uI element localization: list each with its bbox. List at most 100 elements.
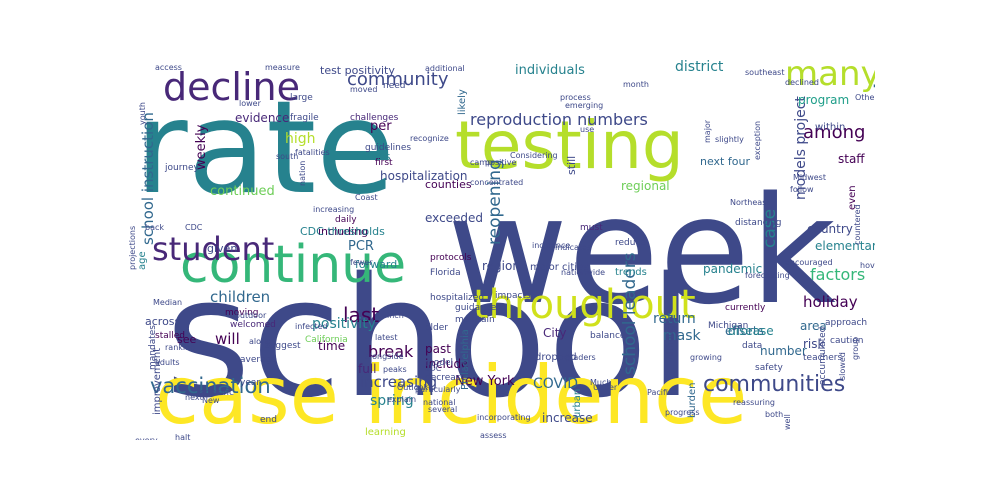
- cloud-word: month: [623, 80, 649, 89]
- cloud-word: teachers: [803, 353, 842, 363]
- cloud-word: area: [800, 319, 827, 333]
- cloud-word: must: [580, 223, 603, 233]
- cloud-word: hovering: [860, 261, 875, 270]
- cloud-word: likely: [457, 89, 468, 115]
- cloud-word: national: [423, 398, 455, 407]
- cloud-word: forecasting: [745, 271, 790, 280]
- cloud-word: Others: [855, 93, 875, 102]
- cloud-word: Much: [590, 378, 611, 387]
- cloud-word: region: [482, 259, 520, 273]
- cloud-word: ranking: [165, 343, 195, 352]
- cloud-word: challenges: [350, 113, 399, 123]
- cloud-word: suggest: [265, 341, 301, 351]
- cloud-word: average: [240, 355, 277, 365]
- cloud-word: CDC: [424, 364, 442, 373]
- cloud-word: even: [847, 185, 858, 210]
- cloud-word: indicates: [555, 243, 591, 252]
- cloud-word: peaks: [383, 365, 407, 374]
- cloud-word: follow: [790, 185, 814, 194]
- cloud-word: slightly: [715, 135, 744, 144]
- cloud-word: back: [145, 223, 164, 232]
- cloud-word: year: [240, 378, 260, 388]
- cloud-word: explain: [387, 395, 416, 404]
- cloud-word: Northeast: [730, 198, 770, 207]
- cloud-word: time: [318, 339, 345, 353]
- cloud-word: Michigan: [708, 321, 748, 331]
- cloud-word: factors: [810, 265, 865, 284]
- cloud-word: additional: [425, 64, 465, 73]
- cloud-word: mask: [663, 328, 702, 344]
- cloud-word: will: [215, 330, 240, 348]
- cloud-word: camp: [470, 158, 492, 167]
- cloud-word: latest: [375, 333, 398, 342]
- cloud-word: individuals: [515, 63, 585, 78]
- cloud-word: mandates: [148, 325, 158, 370]
- cloud-word: exception: [753, 121, 762, 160]
- cloud-word: measure: [265, 63, 300, 72]
- cloud-word: Although: [666, 319, 676, 360]
- cloud-word: major cities: [530, 262, 588, 273]
- cloud-word: continue: [180, 235, 406, 295]
- cloud-word: case incidence: [155, 349, 747, 440]
- cloud-word: student: [152, 230, 274, 268]
- cloud-word: staff: [838, 152, 865, 166]
- cloud-word: forward: [355, 258, 397, 271]
- cloud-word: given: [207, 242, 237, 255]
- cloud-word: Philadelphia: [460, 329, 471, 390]
- cloud-word: increasing: [360, 373, 437, 391]
- cloud-word: maintain: [455, 315, 495, 325]
- cloud-word: rate: [135, 74, 395, 223]
- cloud-word: data: [742, 341, 762, 351]
- cloud-word: throughout: [473, 282, 696, 328]
- cloud-word: assess: [480, 431, 507, 440]
- cloud-word: CDC thresholds: [300, 225, 385, 238]
- cloud-word: evidence: [235, 111, 289, 125]
- cloud-word: among: [803, 122, 865, 143]
- cloud-word: growing: [690, 353, 722, 362]
- cloud-word: many: [785, 60, 875, 94]
- cloud-word: youth: [138, 102, 147, 125]
- cloud-word: fewer: [350, 258, 373, 267]
- cloud-word: New: [202, 396, 220, 405]
- cloud-word: daily: [335, 215, 357, 225]
- cloud-word: Coast: [355, 193, 378, 202]
- cloud-word: Upper: [593, 383, 618, 392]
- cloud-word: pandemic: [703, 262, 762, 276]
- cloud-word: City: [543, 326, 567, 340]
- cloud-word: models project: [793, 96, 809, 200]
- cloud-word: infected: [295, 322, 328, 331]
- cloud-word: reassuring: [733, 398, 775, 407]
- cloud-word: along: [249, 337, 271, 346]
- cloud-word: counties: [425, 178, 472, 191]
- cloud-word: group: [851, 337, 860, 360]
- cloud-word: graders: [565, 353, 596, 362]
- cloud-word: access: [155, 63, 182, 72]
- cloud-word: age: [137, 251, 148, 270]
- cloud-word: school instruction: [139, 112, 157, 245]
- cloud-word: guidance: [455, 303, 497, 313]
- cloud-word: week: [447, 165, 836, 337]
- cloud-word: alongside: [365, 352, 404, 361]
- cloud-word: particularly: [415, 385, 461, 394]
- cloud-word: transmission: [868, 60, 875, 90]
- cloud-word: per: [370, 119, 392, 134]
- cloud-word: guidelines: [365, 143, 411, 153]
- cloud-word: district: [675, 60, 724, 75]
- cloud-word: elementary: [815, 239, 875, 253]
- cloud-word: reduce: [615, 238, 646, 248]
- cloud-word: lower: [239, 99, 262, 108]
- cloud-word: spring: [370, 393, 414, 409]
- cloud-word: weekly: [194, 124, 209, 170]
- cloud-word: projections: [128, 226, 137, 270]
- cloud-word: Midwest: [793, 173, 826, 182]
- cloud-word: trends: [615, 267, 647, 278]
- cloud-word: well: [783, 414, 792, 430]
- cloud-word: vaccination: [150, 374, 271, 398]
- cloud-word: last: [343, 303, 379, 327]
- cloud-word: learning: [365, 427, 406, 438]
- cloud-word: school leaders: [620, 252, 640, 375]
- cloud-word: safety: [755, 363, 783, 373]
- cloud-word: accumulated: [818, 327, 828, 385]
- cloud-word: dropped: [535, 352, 577, 363]
